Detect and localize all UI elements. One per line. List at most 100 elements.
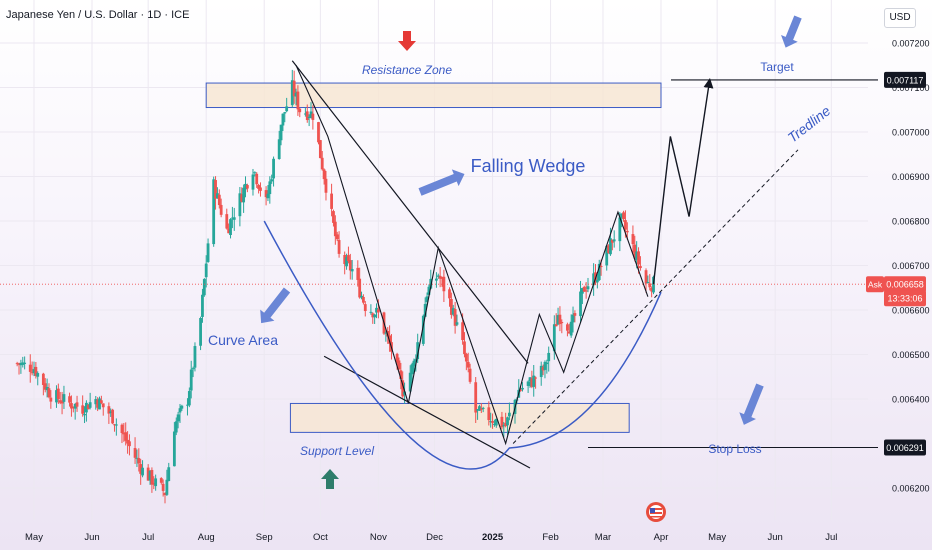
price-tick-label: 0.006400 xyxy=(892,395,930,405)
falling-wedge-label: Falling Wedge xyxy=(471,156,586,176)
resistance-zone xyxy=(205,82,662,109)
candle-up xyxy=(489,421,493,423)
candle-down xyxy=(448,289,451,299)
candle-down xyxy=(625,230,629,233)
candle-up xyxy=(423,303,427,317)
stop-price-badge-bg xyxy=(884,439,926,456)
candle-up xyxy=(167,467,171,482)
candle-up xyxy=(88,402,92,408)
candle-down xyxy=(58,400,62,403)
candle-down xyxy=(86,404,90,410)
symbol-title[interactable]: Japanese Yen / U.S. Dollar · 1D · ICE xyxy=(6,9,190,21)
candle-down xyxy=(401,380,405,397)
candle-up xyxy=(612,239,616,242)
candle-up xyxy=(597,263,601,281)
candle-up xyxy=(83,414,86,416)
candle-down xyxy=(333,221,337,237)
candle-down xyxy=(245,185,249,189)
candle-up xyxy=(206,243,210,262)
candle-up xyxy=(506,417,509,426)
candle-down xyxy=(648,283,652,288)
price-tick-label: 0.006700 xyxy=(892,261,930,271)
candle-up xyxy=(539,365,543,378)
candle-down xyxy=(49,397,53,402)
candle-down xyxy=(573,313,577,316)
currency-button[interactable]: USD xyxy=(884,8,916,28)
candle-down xyxy=(68,396,71,403)
candle-up xyxy=(174,421,178,433)
candle-up xyxy=(451,308,455,315)
candle-up xyxy=(478,406,481,411)
candle-down xyxy=(159,478,163,483)
candle-down xyxy=(296,91,300,110)
candle-up xyxy=(23,362,27,364)
candle-up xyxy=(528,377,532,382)
down-arrow-icon xyxy=(398,31,416,51)
candle-down xyxy=(317,122,320,143)
candle-up xyxy=(180,405,184,409)
price-tick-label: 0.006600 xyxy=(892,306,930,316)
candle-up xyxy=(609,238,612,255)
price-tick-label: 0.006200 xyxy=(892,484,930,494)
time-tick-label: Feb xyxy=(542,532,558,543)
curve-area-arc xyxy=(263,220,662,470)
candle-up xyxy=(193,346,197,368)
candle-down xyxy=(56,388,60,400)
flag-logo-icon[interactable] xyxy=(645,501,667,523)
time-tick-label: Jul xyxy=(142,532,154,543)
wedge-pointer-arrow-icon xyxy=(418,169,465,196)
tredline-label: Tredline xyxy=(784,102,833,145)
time-tick-label: Nov xyxy=(370,532,387,543)
target-pointer-arrow-icon xyxy=(781,15,802,48)
candle-down xyxy=(466,361,470,368)
candle-down xyxy=(624,220,627,230)
time-tick-label: Mar xyxy=(595,532,611,543)
candle-up xyxy=(635,251,639,260)
time-tick-label: May xyxy=(25,532,43,543)
candle-down xyxy=(332,211,335,223)
candle-down xyxy=(330,193,333,209)
candle-up xyxy=(652,276,655,293)
candle-down xyxy=(582,286,586,292)
time-tick-label: Jul xyxy=(825,532,837,543)
candle-up xyxy=(242,187,246,203)
candle-down xyxy=(126,439,129,444)
candle-up xyxy=(165,479,169,495)
candle-up xyxy=(186,404,189,406)
candle-down xyxy=(15,363,19,365)
candle-up xyxy=(62,394,66,402)
wedge-upper-line xyxy=(291,60,529,364)
candle-down xyxy=(70,403,73,409)
candle-up xyxy=(435,278,438,281)
ask-tag-bg xyxy=(866,276,884,293)
candle-up xyxy=(345,257,348,267)
candle-down xyxy=(541,367,545,371)
candle-down xyxy=(500,416,504,428)
candle-up xyxy=(189,369,193,391)
candle-down xyxy=(225,214,229,229)
candle-up xyxy=(620,213,624,218)
candle-up xyxy=(303,113,307,115)
candle-down xyxy=(622,212,625,220)
candle-up xyxy=(172,431,176,467)
candle-up xyxy=(187,391,191,406)
candle-down xyxy=(305,111,309,121)
candle-up xyxy=(618,217,622,242)
candle-up xyxy=(414,359,418,362)
candle-up xyxy=(592,273,596,286)
candle-down xyxy=(343,255,347,265)
candle-up xyxy=(543,361,547,370)
candle-up xyxy=(109,411,113,413)
candle-up xyxy=(526,381,530,386)
candle-down xyxy=(255,173,259,185)
candle-up xyxy=(135,457,139,459)
candle-down xyxy=(607,245,610,254)
support-zone xyxy=(289,402,630,433)
candle-down xyxy=(633,244,637,259)
candle-down xyxy=(60,401,64,404)
candle-up xyxy=(410,364,414,375)
time-tick-label: Aug xyxy=(198,532,215,543)
candle-up xyxy=(266,193,270,199)
